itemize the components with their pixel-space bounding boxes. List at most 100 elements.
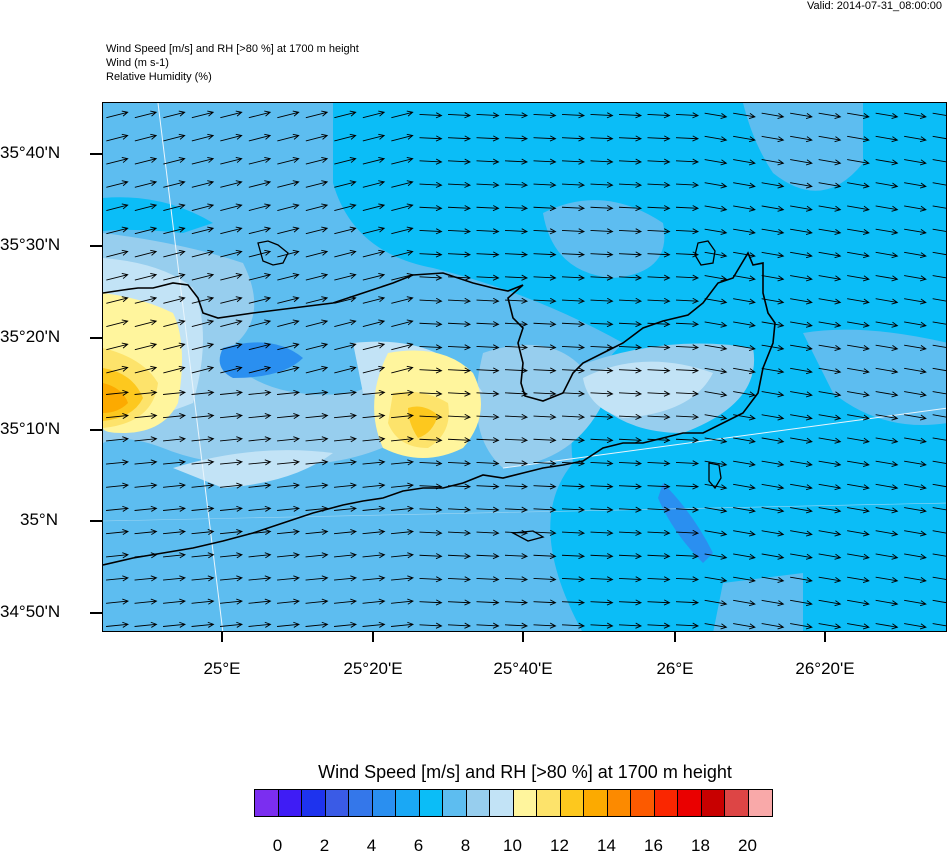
wind-arrow [305,342,329,351]
wind-arrow [419,135,443,142]
wind-arrow [761,344,785,351]
wind-arrow [533,205,557,212]
wind-arrow [391,273,414,281]
wind-arrow [106,110,129,119]
wind-arrow [847,135,870,143]
wind-arrow [391,157,414,165]
wind-arrow [391,226,414,235]
wind-arrow [904,483,927,491]
wind-arrow [134,203,158,211]
wind-arrow [362,459,386,466]
wind-arrow [647,297,671,304]
wind-arrow [134,296,158,304]
wind-arrow [447,344,472,351]
legend-color-box [278,790,302,816]
wind-arrow [334,575,357,582]
wind-arrow [305,157,329,165]
wind-arrow [504,158,529,165]
wind-arrow [476,599,500,606]
y-tick-label: 34°50'N [0,602,61,621]
wind-arrow [362,552,386,559]
wind-arrow [904,135,927,143]
wind-arrow [163,133,186,142]
wind-arrow [191,505,215,512]
wind-arrow [220,552,243,559]
wind-arrow [476,413,500,420]
wind-arrow [220,459,243,466]
wind-arrow [875,367,899,375]
wind-arrow [904,298,927,305]
wind-arrow [790,182,813,189]
wind-arrow [447,460,472,467]
wind-arrow [277,273,300,281]
wind-arrow [533,390,557,397]
wind-arrow [647,390,671,397]
wind-arrow [476,576,500,583]
legend-label: 4 [366,836,377,855]
wind-arrow [163,598,186,605]
wind-arrow [904,367,927,375]
wind-arrow [704,182,728,189]
legend-label: 8 [460,836,471,855]
y-tick [90,245,102,247]
wind-arrow [504,181,529,188]
wind-arrow [419,344,443,351]
wind-arrow [704,251,728,259]
wind-arrow [220,342,243,351]
header-title: Wind Speed [m/s] and RH [>80 %] at 1700 … [106,43,359,55]
wind-arrow [191,296,215,304]
wind-arrow [362,203,386,211]
wind-arrow [675,622,700,629]
wind-arrow [647,321,671,328]
wind-arrow [305,621,329,628]
wind-arrow [362,575,386,582]
wind-arrow [504,437,529,444]
wind-arrow [904,437,927,444]
wind-arrow [733,344,756,351]
wind-arrow [561,112,586,119]
wind-arrow [419,576,443,583]
wind-arrow [704,228,728,235]
wind-arrow [847,437,870,444]
wind-arrow [618,529,643,536]
wind-arrow [220,389,243,396]
wind-arrow [134,505,158,512]
wind-arrow [334,157,357,165]
wind-arrow [818,367,842,375]
wind-arrow [305,180,329,188]
wind-arrow [305,482,329,489]
wind-region-6-7-west [103,197,213,233]
wind-arrow [533,437,557,444]
wind-arrow [305,529,329,536]
wind-arrow [248,436,272,443]
wind-arrow [248,529,272,536]
wind-arrow [447,274,472,281]
wind-arrow [733,159,756,166]
wind-arrow [847,298,870,305]
wind-arrow [476,622,500,629]
wind-arrow [675,413,700,420]
wind-arrow [476,112,500,119]
wind-arrow [248,482,272,489]
wind-arrow [362,389,386,396]
wind-arrow [847,460,870,467]
wind-arrow [875,414,899,421]
wind-arrow [675,483,700,490]
map-plot-area[interactable] [102,102,947,632]
wind-max-west-peak [103,383,128,413]
wind-arrow [334,459,357,466]
wind-arrow [733,460,756,467]
wind-arrow [504,321,529,328]
legend-color-box [537,790,561,816]
wind-arrow [533,112,557,119]
graticule-line [502,407,946,469]
wind-arrow [191,621,215,628]
legend-color-box [560,790,584,816]
wind-arrow [818,599,842,607]
wind-arrow [191,575,215,582]
wind-arrow [220,505,243,512]
wind-arrow [305,110,329,119]
wind-arrow [818,553,842,560]
x-tick-label: 25°20'E [343,659,403,678]
wind-arrow [504,483,529,490]
